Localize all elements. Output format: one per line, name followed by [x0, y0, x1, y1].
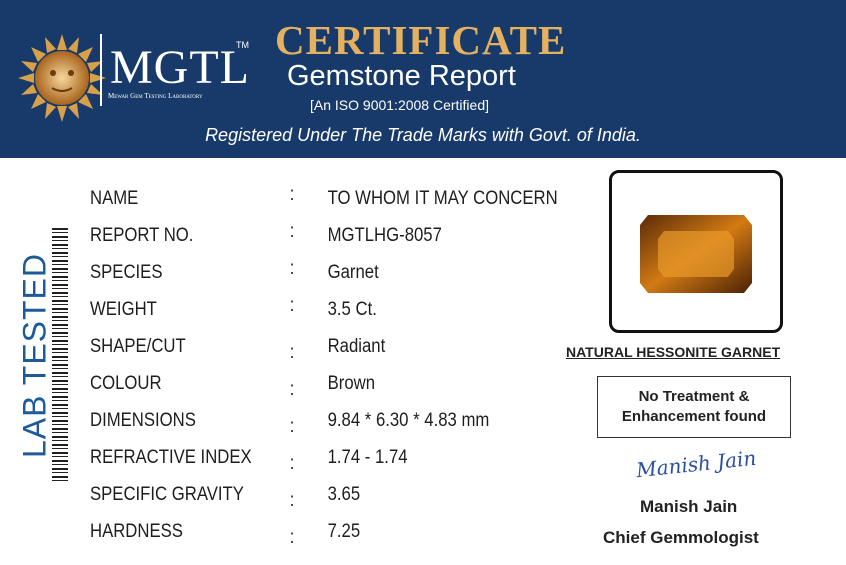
- signatory-role: Chief Gemmologist: [603, 528, 759, 547]
- logo-subtitle: Mewar Gem Testing Laboratory: [108, 92, 203, 100]
- field-value: 3.65: [327, 484, 361, 505]
- subtitle: Gemstone Report: [287, 60, 516, 92]
- field-label: HARDNESS: [90, 521, 183, 542]
- field-value: 9.84 * 6.30 * 4.83 mm: [327, 410, 490, 431]
- separator: :: [289, 379, 295, 400]
- certification: [An ISO 9001:2008 Certified]: [310, 97, 489, 113]
- field-label: REFRACTIVE INDEX: [90, 447, 252, 468]
- separator: :: [289, 527, 295, 548]
- signature: Manish Jain: [635, 445, 758, 483]
- field-value: 7.25: [327, 521, 361, 542]
- separator: :: [289, 295, 295, 316]
- field-label: SPECIES: [90, 262, 163, 283]
- field-value: Radiant: [327, 336, 386, 357]
- field-value: 1.74 - 1.74: [327, 447, 408, 468]
- gem-caption: NATURAL HESSONITE GARNET: [566, 344, 781, 360]
- separator: :: [289, 221, 295, 242]
- field-value: Garnet: [327, 262, 379, 283]
- header: MGTL TM Mewar Gem Testing Laboratory CER…: [0, 0, 846, 158]
- separator: :: [289, 453, 295, 474]
- field-value: 3.5 Ct.: [327, 299, 377, 320]
- registration: Registered Under The Trade Marks with Go…: [205, 125, 641, 145]
- field-label: COLOUR: [90, 373, 162, 394]
- signatory-name: Manish Jain: [640, 497, 738, 516]
- trademark: TM: [236, 40, 249, 50]
- gem-frame: [609, 170, 783, 333]
- field-label: DIMENSIONS: [90, 410, 196, 431]
- field-value: MGTLHG-8057: [327, 225, 442, 246]
- treatment-note: No Treatment & Enhancement found: [597, 376, 791, 438]
- side-label: LAB TESTED: [16, 252, 53, 459]
- field-label: SPECIFIC GRAVITY: [90, 484, 244, 505]
- logo-text: MGTL: [110, 41, 250, 94]
- field-label: WEIGHT: [90, 299, 157, 320]
- field-label: REPORT NO.: [90, 225, 194, 246]
- separator: :: [289, 416, 295, 437]
- separator: :: [289, 342, 295, 363]
- sun-emblem: [18, 34, 106, 122]
- field-value: Brown: [327, 373, 375, 394]
- gem-image: [640, 215, 752, 293]
- field-label: SHAPE/CUT: [90, 336, 186, 357]
- separator: :: [289, 490, 295, 511]
- separator: :: [289, 184, 295, 205]
- divider: [100, 34, 102, 106]
- separator: :: [289, 258, 295, 279]
- field-label: NAME: [90, 188, 139, 209]
- title: CERTIFICATE: [275, 17, 567, 63]
- barcode: [52, 228, 68, 484]
- field-value: TO WHOM IT MAY CONCERN: [327, 188, 558, 209]
